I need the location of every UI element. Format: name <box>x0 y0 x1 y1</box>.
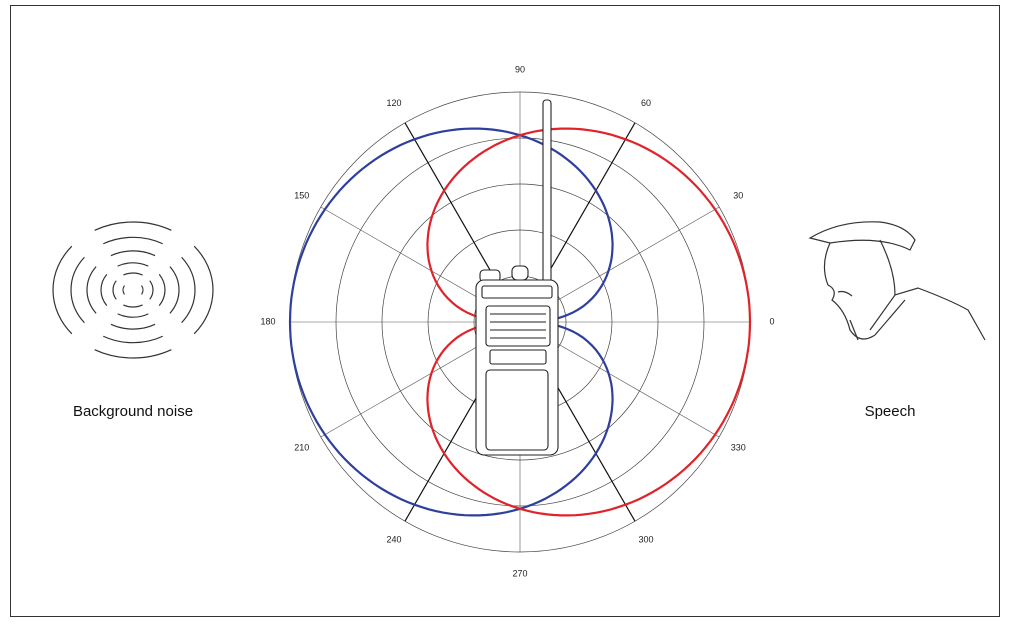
angle-label: 60 <box>641 98 651 108</box>
noise-arc <box>158 274 166 306</box>
noise-arc <box>86 266 97 314</box>
angle-label: 30 <box>733 190 743 200</box>
noise-arc <box>103 335 163 344</box>
noise-arc <box>117 313 149 318</box>
noise-arc <box>117 262 149 267</box>
noise-arc <box>141 285 144 295</box>
noise-arc <box>100 274 108 306</box>
noise-arc <box>110 250 156 257</box>
noise-arc <box>149 280 154 300</box>
noise-arc <box>123 304 143 308</box>
noise-arc <box>112 280 117 300</box>
angle-label: 240 <box>386 535 401 545</box>
noise-icon <box>52 221 214 359</box>
noise-arc <box>122 285 125 295</box>
spoke <box>404 122 501 288</box>
angle-label: 90 <box>515 64 525 74</box>
spoke <box>539 122 636 288</box>
noise-arc <box>123 272 143 276</box>
noise-arc <box>70 256 85 324</box>
frame <box>10 5 1000 617</box>
angle-label: 270 <box>512 568 527 578</box>
angle-label: 210 <box>294 442 309 452</box>
noise-arc <box>110 323 156 330</box>
noise-arc <box>94 349 172 359</box>
angle-label: 0 <box>769 316 774 326</box>
left-caption: Background noise <box>73 403 193 420</box>
angle-label: 330 <box>731 442 746 452</box>
right-caption: Speech <box>865 403 916 420</box>
noise-arc <box>94 221 172 231</box>
angle-label: 180 <box>260 316 275 326</box>
noise-arc <box>193 245 214 335</box>
noise-arc <box>169 266 180 314</box>
angle-label: 120 <box>386 98 401 108</box>
noise-arc <box>52 245 73 335</box>
angle-label: 300 <box>638 535 653 545</box>
noise-arc <box>181 256 196 324</box>
angle-label: 150 <box>294 190 309 200</box>
noise-arc <box>103 236 163 245</box>
radio-icon <box>475 99 559 456</box>
speaker-icon <box>808 221 986 341</box>
